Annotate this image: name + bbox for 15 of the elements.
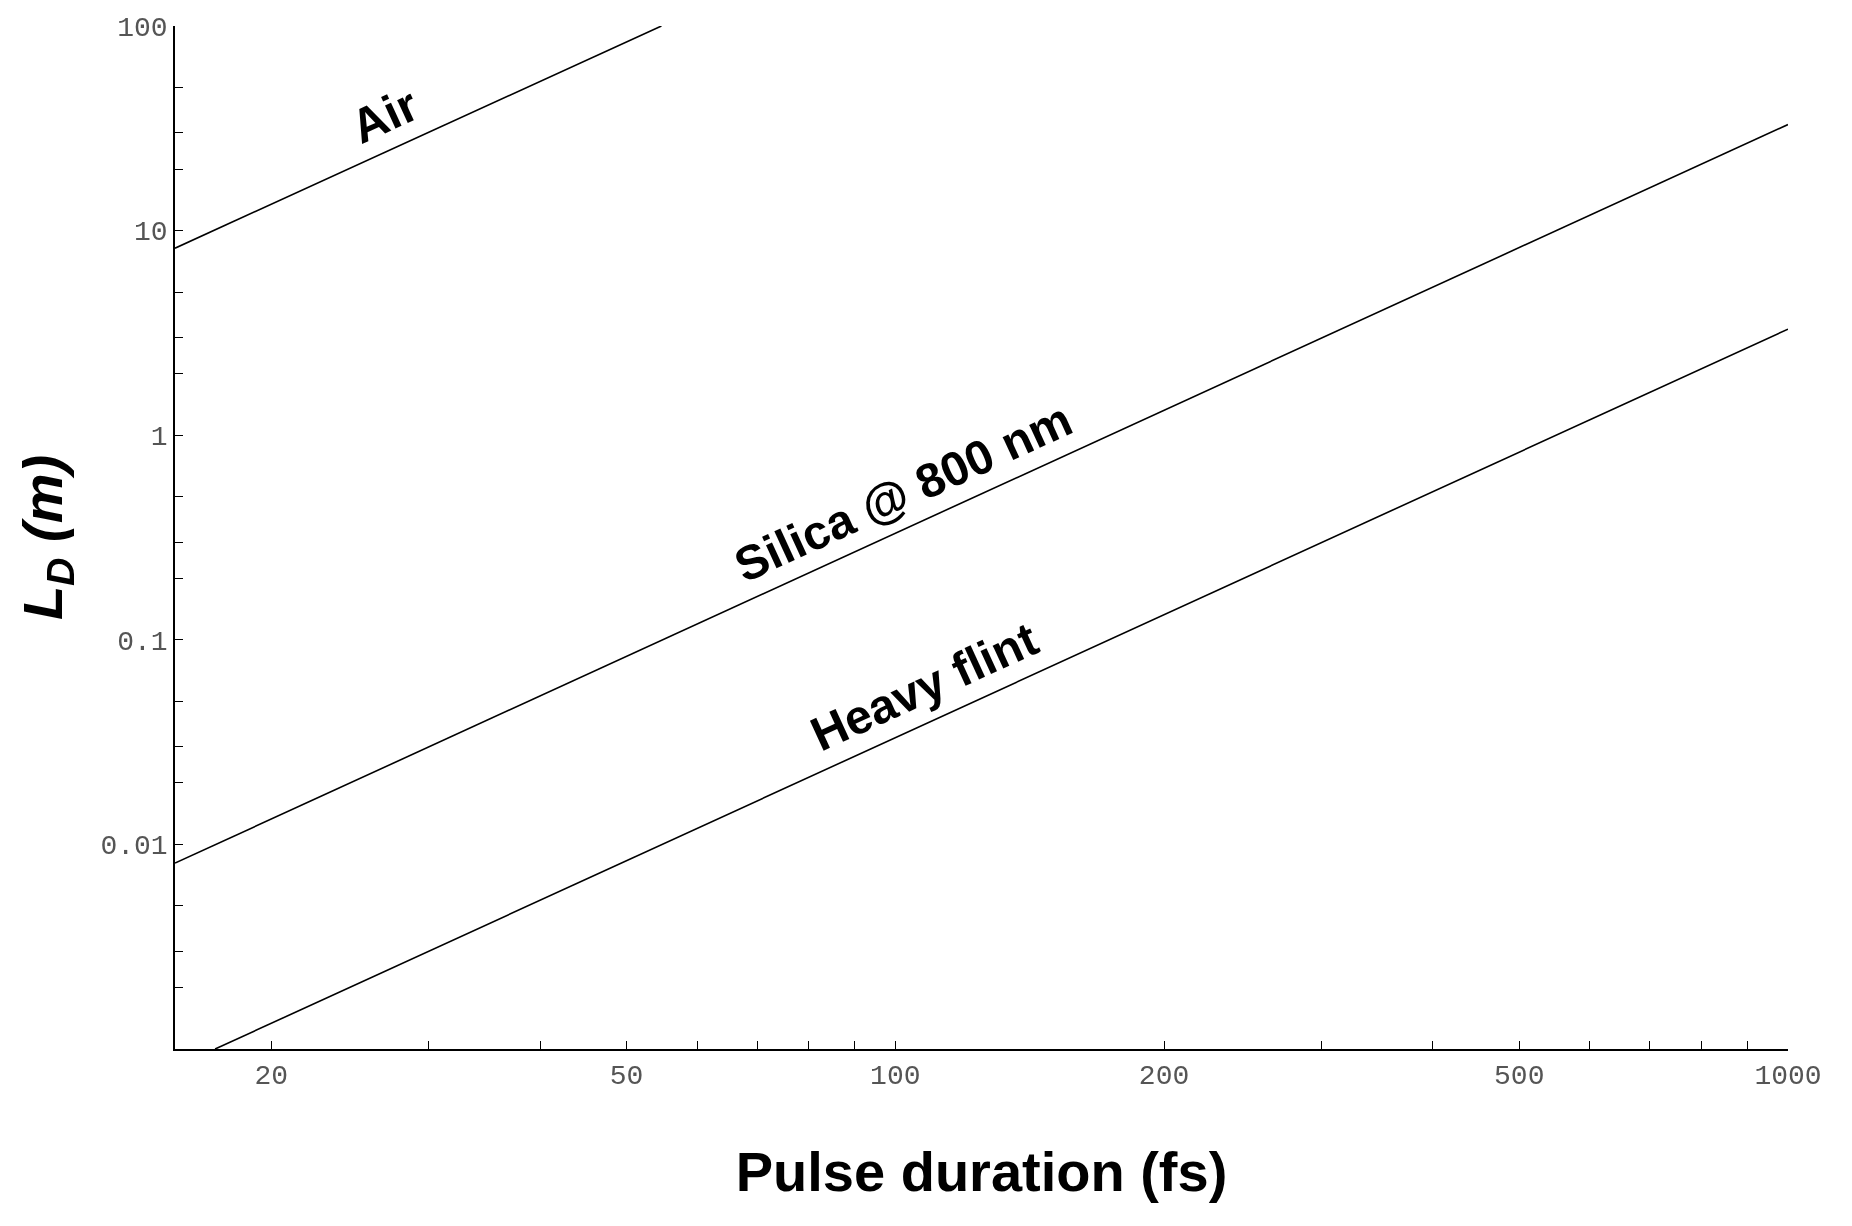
x-tick-label: 200 [1138,1061,1190,1093]
x-tick-label: 500 [1494,1061,1545,1093]
y-tick-label: 0.1 [117,626,168,658]
x-tick-label: 50 [609,1061,644,1093]
x-tick-label: 20 [254,1061,289,1093]
text: Heavy flint [802,611,1046,762]
y-tick-label: 10 [134,217,168,249]
y-tick-label: 0.01 [100,831,168,863]
x-axis-title: Pulse duration (fs) [735,1139,1228,1203]
text: Air [343,77,426,154]
y-tick-label: 1 [150,422,168,453]
y-tick-label: 100 [117,12,168,44]
x-tick-label: 1000 [1754,1061,1822,1093]
text: Silica @ 800 nm [726,392,1080,593]
x-tick-label: 100 [870,1061,921,1093]
